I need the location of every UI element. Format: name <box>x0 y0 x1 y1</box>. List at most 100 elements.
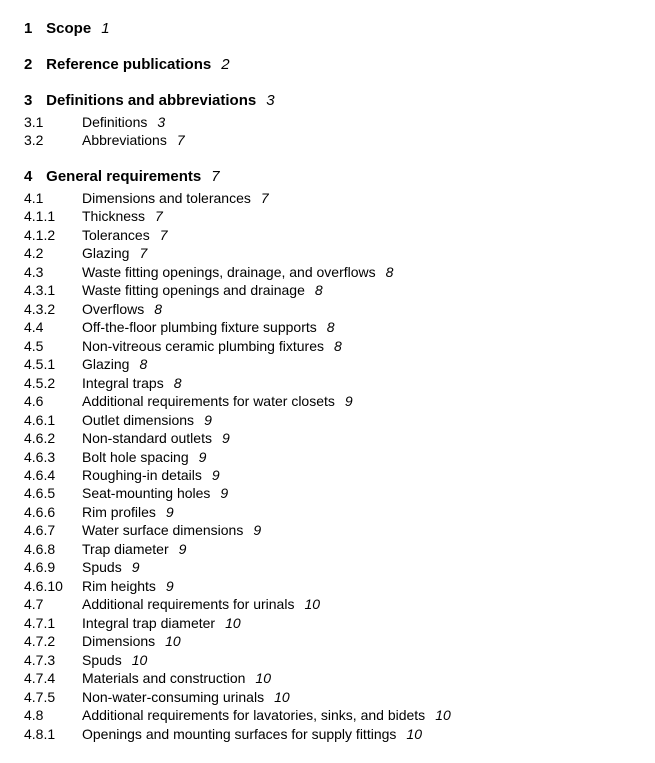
section-number: 3 <box>24 92 42 110</box>
toc-entry: 4.6.9Spuds9 <box>24 558 631 576</box>
section-number: 1 <box>24 20 42 38</box>
section-page: 7 <box>211 168 219 185</box>
section-heading: 4 General requirements7 <box>24 168 631 186</box>
entry-number: 4.7.3 <box>24 651 82 669</box>
toc-entry: 4.3.2Overflows8 <box>24 300 631 318</box>
toc-entry: 3.1Definitions 3 <box>24 113 631 131</box>
entry-page: 7 <box>160 226 168 244</box>
entry-page: 10 <box>132 651 148 669</box>
entry-title: Spuds <box>82 651 122 669</box>
entry-title: Non-vitreous ceramic plumbing fixtures <box>82 337 324 355</box>
toc-section: 4 General requirements74.1Dimensions and… <box>24 168 631 743</box>
entry-page: 8 <box>386 263 394 281</box>
section-heading: 1 Scope1 <box>24 20 631 38</box>
entry-title: Waste fitting openings, drainage, and ov… <box>82 263 376 281</box>
entry-page: 10 <box>274 688 290 706</box>
toc-entry: 4.6Additional requirements for water clo… <box>24 392 631 410</box>
section-page: 2 <box>221 56 229 73</box>
section-heading: 2 Reference publications2 <box>24 56 631 74</box>
entry-number: 4.5.2 <box>24 374 82 392</box>
toc-entry: 4.3.1Waste fitting openings and drainage… <box>24 281 631 299</box>
toc-section: 2 Reference publications2 <box>24 56 631 74</box>
toc-entry: 4.5Non-vitreous ceramic plumbing fixture… <box>24 337 631 355</box>
entry-number: 4.3.2 <box>24 300 82 318</box>
entry-title: Openings and mounting surfaces for suppl… <box>82 725 396 743</box>
entry-page: 9 <box>166 577 174 595</box>
entry-title: Abbreviations <box>82 131 167 149</box>
entry-title: Outlet dimensions <box>82 411 194 429</box>
entry-title: Rim heights <box>82 577 156 595</box>
entry-page: 8 <box>139 355 147 373</box>
toc-entry: 3.2Abbreviations7 <box>24 131 631 149</box>
toc-entry: 4.6.1Outlet dimensions9 <box>24 411 631 429</box>
entry-title: Bolt hole spacing <box>82 448 189 466</box>
entry-page: 10 <box>406 725 422 743</box>
entry-page: 9 <box>132 558 140 576</box>
toc-entry: 4.5.2Integral traps8 <box>24 374 631 392</box>
toc-entry: 4.6.4Roughing-in details9 <box>24 466 631 484</box>
entry-page: 9 <box>204 411 212 429</box>
entry-title: Roughing-in details <box>82 466 202 484</box>
toc-entry: 4.8Additional requirements for lavatorie… <box>24 706 631 724</box>
toc-entry: 4.3Waste fitting openings, drainage, and… <box>24 263 631 281</box>
section-page: 1 <box>101 20 109 37</box>
section-number: 2 <box>24 56 42 74</box>
entry-page: 9 <box>222 429 230 447</box>
entry-number: 4.1.1 <box>24 207 82 225</box>
entry-number: 4.6.5 <box>24 484 82 502</box>
entry-number: 4.6.9 <box>24 558 82 576</box>
toc-entry: 4.2Glazing7 <box>24 244 631 262</box>
entry-number: 4.6.10 <box>24 577 82 595</box>
section-title: Scope <box>46 20 91 37</box>
entry-number: 3.1 <box>24 113 82 131</box>
entry-title: Materials and construction <box>82 669 245 687</box>
entry-number: 4.6.8 <box>24 540 82 558</box>
entry-number: 4.4 <box>24 318 82 336</box>
entry-number: 4.3 <box>24 263 82 281</box>
entry-number: 3.2 <box>24 131 82 149</box>
toc-entry: 4.1Dimensions and tolerances7 <box>24 189 631 207</box>
section-heading: 3 Definitions and abbreviations3 <box>24 92 631 110</box>
toc-entry: 4.7.2Dimensions 10 <box>24 632 631 650</box>
toc-entry: 4.7.4Materials and construction 10 <box>24 669 631 687</box>
entry-number: 4.7.1 <box>24 614 82 632</box>
entry-title: Tolerances <box>82 226 150 244</box>
toc-entry: 4.6.10Rim heights 9 <box>24 577 631 595</box>
entry-title: Dimensions <box>82 632 155 650</box>
entry-page: 10 <box>255 669 271 687</box>
entry-title: Additional requirements for lavatories, … <box>82 706 425 724</box>
section-page: 3 <box>266 92 274 109</box>
toc-entry: 4.1.2Tolerances7 <box>24 226 631 244</box>
entry-page: 3 <box>157 113 165 131</box>
entry-title: Definitions <box>82 113 147 131</box>
entry-title: Thickness <box>82 207 145 225</box>
entry-page: 9 <box>253 521 261 539</box>
entry-number: 4.7.4 <box>24 669 82 687</box>
entry-title: Glazing <box>82 244 129 262</box>
entry-page: 7 <box>139 244 147 262</box>
entry-number: 4.7.2 <box>24 632 82 650</box>
toc-entry: 4.6.3Bolt hole spacing9 <box>24 448 631 466</box>
toc-entry: 4.7Additional requirements for urinals 10 <box>24 595 631 613</box>
entry-page: 7 <box>261 189 269 207</box>
entry-number: 4.7 <box>24 595 82 613</box>
entry-title: Dimensions and tolerances <box>82 189 251 207</box>
entry-page: 10 <box>165 632 181 650</box>
entry-page: 10 <box>304 595 320 613</box>
entry-title: Additional requirements for urinals <box>82 595 294 613</box>
entry-title: Water surface dimensions <box>82 521 243 539</box>
entry-page: 8 <box>174 374 182 392</box>
entry-number: 4.6.6 <box>24 503 82 521</box>
toc-entry: 4.7.5Non-water-consuming urinals10 <box>24 688 631 706</box>
entries-list: 3.1Definitions 33.2Abbreviations7 <box>24 113 631 150</box>
toc-section: 3 Definitions and abbreviations3 3.1Defin… <box>24 92 631 150</box>
toc-entry: 4.7.3Spuds 10 <box>24 651 631 669</box>
entry-title: Off-the-floor plumbing fixture supports <box>82 318 317 336</box>
entry-page: 9 <box>220 484 228 502</box>
entry-page: 9 <box>345 392 353 410</box>
entry-page: 10 <box>225 614 241 632</box>
entry-page: 7 <box>155 207 163 225</box>
toc-entry: 4.4Off-the-floor plumbing fixture suppor… <box>24 318 631 336</box>
toc-section: 1 Scope1 <box>24 20 631 38</box>
entry-page: 10 <box>435 706 451 724</box>
